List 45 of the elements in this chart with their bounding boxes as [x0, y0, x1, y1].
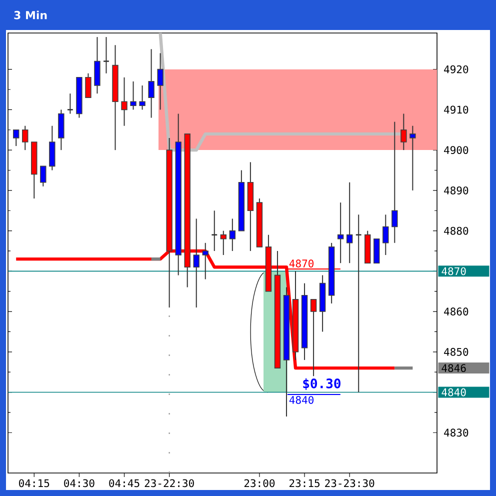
- y-tick-label: 4890: [444, 186, 468, 194]
- candlestick: [22, 125, 28, 151]
- annotation: 4840: [289, 396, 314, 404]
- x-tick-label: 23-22:30: [144, 479, 194, 488]
- chart-title: 3 Min: [14, 10, 47, 20]
- x-tick-label: 23:00: [244, 479, 275, 488]
- candlestick: [337, 202, 344, 264]
- y-tick-label: 4900: [444, 146, 468, 154]
- candlestick: [392, 121, 398, 244]
- candlestick: [382, 214, 389, 256]
- y-tick-label: 4860: [444, 308, 468, 316]
- candlestick: [13, 129, 20, 147]
- ref-line-label: 4840: [442, 388, 466, 396]
- y-tick-label: 4880: [444, 226, 468, 235]
- candlestick: [346, 182, 353, 264]
- candlestick: [410, 125, 416, 191]
- candlestick: [85, 72, 92, 98]
- candlestick: [130, 80, 136, 110]
- annotation: $0.30: [303, 378, 340, 390]
- annotation: 4870: [289, 260, 314, 268]
- x-tick-label: 23:15: [290, 479, 320, 488]
- x-tick-label: 04:15: [19, 479, 50, 488]
- candlestick: [157, 52, 164, 110]
- candlestick: [211, 210, 218, 252]
- y-tick-label: 4910: [444, 106, 468, 114]
- ref-line-label: 4870: [442, 267, 466, 276]
- candlestick: [193, 218, 200, 308]
- candlestick: [355, 214, 362, 393]
- candlestick: [121, 76, 128, 126]
- candlestick: [400, 113, 407, 151]
- candlestick: [139, 84, 146, 110]
- candlestick: [202, 242, 208, 280]
- x-tick-label: 23-23:30: [325, 479, 374, 488]
- candlestick: [40, 166, 46, 187]
- candlestick: [148, 48, 154, 118]
- text: 4846: [442, 364, 466, 372]
- candlestick: [229, 218, 236, 252]
- x-tick-label: 04:45: [109, 479, 140, 488]
- x-tick-label: 04:30: [64, 479, 94, 488]
- y-tick-label: 4830: [444, 428, 468, 437]
- y-tick-label: 4920: [444, 65, 468, 74]
- y-tick-label: 4850: [444, 348, 468, 356]
- candlestick: [102, 36, 110, 74]
- candlestick: [66, 93, 74, 114]
- candlestick: [220, 230, 227, 256]
